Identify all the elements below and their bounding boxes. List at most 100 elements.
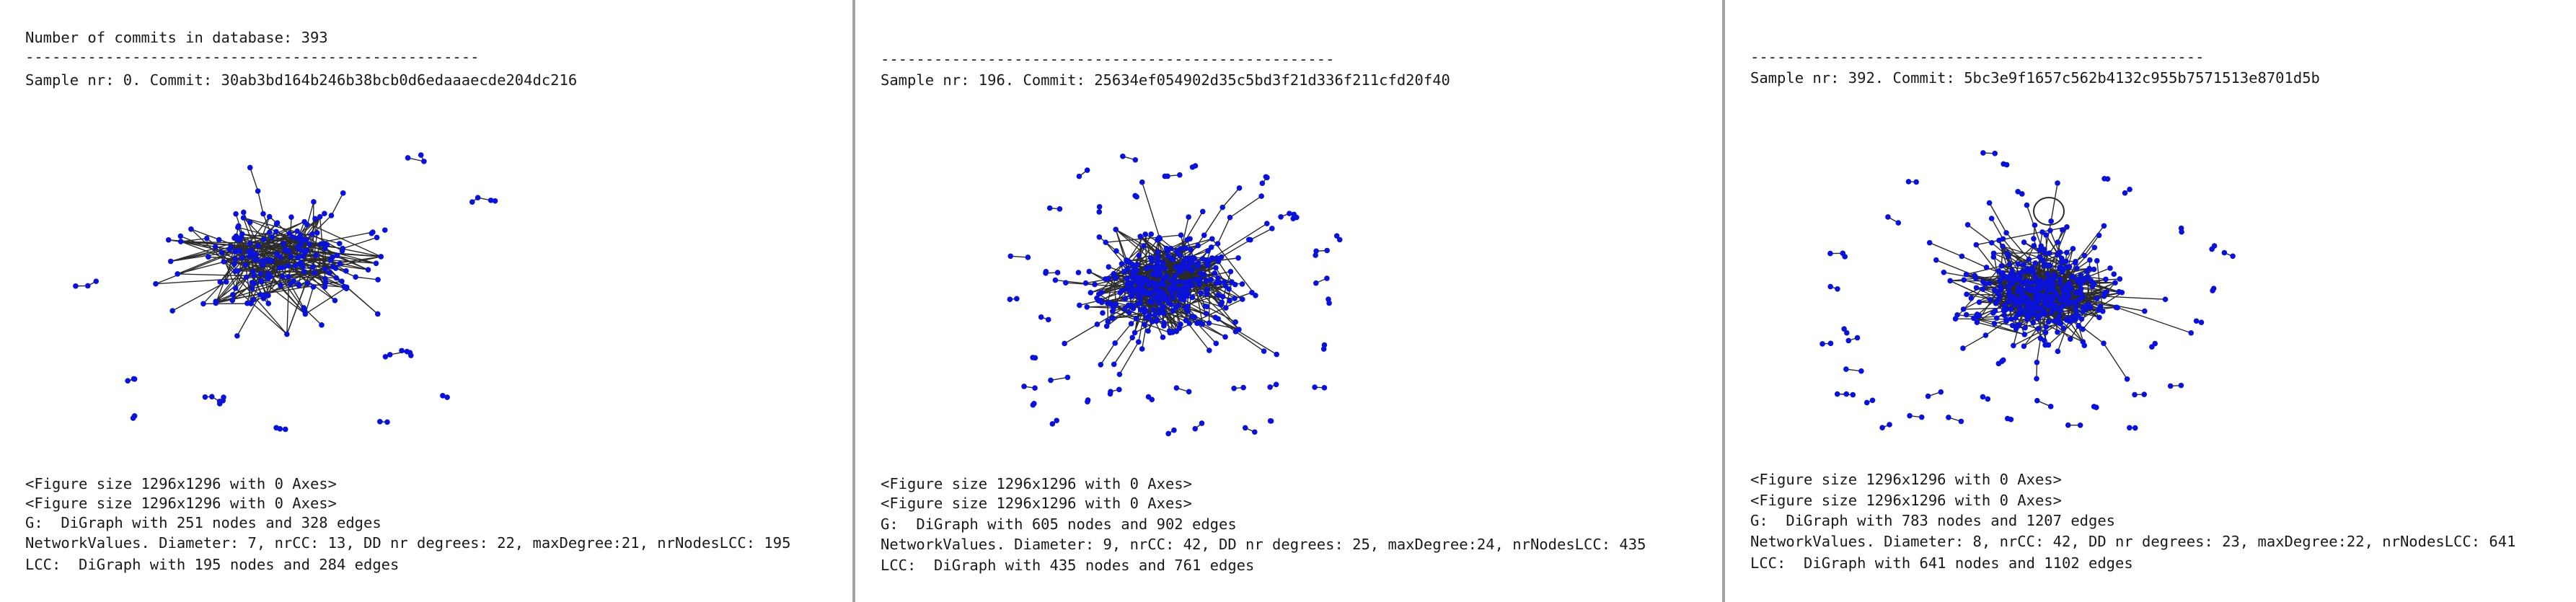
graph-node [1183, 317, 1189, 324]
graph-node [1209, 255, 1215, 262]
graph-node [1112, 340, 1118, 346]
graph-node [1126, 309, 1132, 316]
graph-node [2091, 266, 2097, 273]
graph-node [1199, 208, 1206, 215]
graph-edge [242, 257, 269, 275]
graph-node [1111, 361, 1117, 368]
graph-node [2132, 425, 2138, 431]
graph-node [93, 278, 100, 284]
graph-node [1145, 328, 1151, 334]
graph-edge [2006, 232, 2029, 260]
graph-node [84, 283, 91, 289]
graph-node [2031, 236, 2037, 242]
divider-text: ----------------------------------------… [881, 50, 1335, 68]
graph-node [2048, 309, 2055, 316]
graph-node [1142, 322, 1147, 327]
graph-node [2077, 422, 2083, 428]
graph-node [251, 272, 257, 278]
graph-node [1227, 298, 1232, 304]
graph-node [1183, 245, 1188, 251]
graph-node [2087, 304, 2094, 310]
graph-node [1147, 311, 1152, 318]
graph-node [2047, 404, 2054, 410]
graph-node [2141, 391, 2148, 397]
graph-node [1326, 296, 1331, 302]
graph-node [2000, 275, 2006, 280]
graph-node [257, 291, 263, 298]
graph-edges [1010, 156, 1341, 435]
graph-node [2045, 319, 2052, 325]
graph-node [2221, 249, 2228, 256]
graph-node [1834, 391, 1840, 397]
graph-edge [2103, 342, 2128, 380]
graph-node [1113, 248, 1119, 254]
graph-edge [257, 245, 335, 301]
graph-node [231, 261, 237, 267]
graph-node [2047, 250, 2052, 256]
graph-node [1141, 243, 1147, 249]
network-values-text: NetworkValues. Diameter: 9, nrCC: 42, DD… [881, 536, 1646, 553]
graph-node [2060, 325, 2067, 331]
graph-node [2091, 244, 2098, 251]
graph-node [1232, 296, 1238, 301]
network-graph-plot [1007, 154, 1343, 437]
graph-node [1212, 314, 1219, 321]
graph-node [286, 274, 291, 280]
graph-node [365, 267, 371, 273]
graph-node [469, 199, 475, 205]
graph-node [269, 234, 275, 240]
graph-node [1176, 278, 1183, 285]
graph-node [2064, 223, 2070, 230]
graph-node [1995, 360, 2002, 367]
graph-node [1043, 270, 1049, 276]
graph-node [1843, 391, 1850, 397]
graph-node [377, 419, 383, 425]
graph-node [2032, 222, 2038, 229]
graph-node [1918, 414, 1925, 420]
graph-node [2026, 286, 2032, 293]
graph-node [1993, 300, 1999, 306]
graph-node [1113, 226, 1119, 233]
graph-node [314, 230, 320, 236]
graph-node [492, 198, 498, 204]
graph-node [1926, 239, 1933, 246]
graph-edge [216, 268, 326, 304]
divider-text: ----------------------------------------… [25, 48, 480, 66]
graph-node [1116, 371, 1123, 378]
graph-node [244, 300, 250, 306]
graph-node [327, 257, 334, 263]
graph-node [2026, 307, 2032, 313]
graph-node [1148, 231, 1155, 237]
graph-node [1321, 385, 1328, 391]
graph-node [1845, 337, 1852, 344]
graph-node [2057, 296, 2063, 303]
graph-node [1264, 221, 1270, 226]
graph-node [1177, 267, 1183, 273]
graph-node [2162, 296, 2169, 303]
graph-node [2035, 299, 2041, 306]
graph-node [1149, 397, 1155, 402]
graph-edge [1962, 335, 1986, 349]
graph-node [258, 278, 264, 285]
graph-node [1313, 248, 1319, 254]
graph-node [1151, 294, 1157, 301]
graph-node [1980, 278, 1986, 285]
graph-node [2018, 293, 2024, 300]
graph-node [2103, 276, 2109, 283]
graph-node [1189, 294, 1196, 301]
graph-node [1150, 299, 1155, 306]
graph-node [1155, 249, 1161, 255]
graph-node [2038, 311, 2044, 317]
graph-node [1222, 334, 1228, 340]
graph-node [2111, 271, 2117, 277]
graph-node [2052, 273, 2058, 280]
graph-node [1076, 302, 1082, 309]
graph-node [1149, 257, 1155, 264]
graph-node [1983, 265, 1990, 270]
graph-node [247, 253, 252, 260]
graph-node [1049, 421, 1056, 427]
graph-node [1109, 315, 1116, 322]
graph-node [2042, 342, 2048, 348]
graph-edge [1222, 187, 1240, 208]
graph-node [322, 280, 329, 285]
